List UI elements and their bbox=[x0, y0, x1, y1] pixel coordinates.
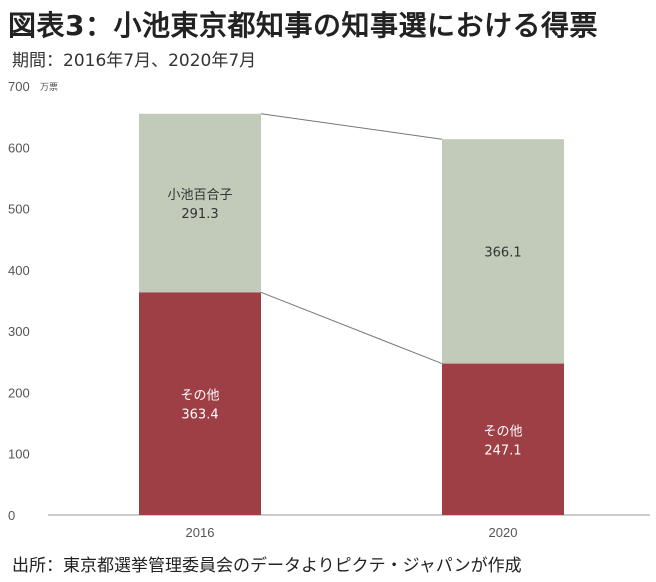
chart-source: 出所：東京都選挙管理委員会のデータよりピクテ・ジャパンが作成 bbox=[12, 556, 522, 576]
x-tick-label: 2020 bbox=[489, 525, 518, 540]
chart-subtitle: 期間：2016年7月、2020年7月 bbox=[12, 51, 257, 71]
y-tick-label: 600 bbox=[8, 140, 30, 155]
data-label: 363.4 bbox=[181, 408, 218, 423]
bar-segment bbox=[442, 139, 564, 364]
segment-name-label: 小池百合子 bbox=[167, 188, 232, 203]
y-tick-label: 300 bbox=[8, 324, 30, 339]
bar-segment bbox=[139, 292, 261, 515]
y-tick-label: 700 bbox=[8, 79, 30, 94]
x-tick-label: 2016 bbox=[186, 525, 215, 540]
data-label: 366.1 bbox=[484, 245, 521, 260]
y-tick-label: 500 bbox=[8, 202, 30, 217]
connector-line-top bbox=[260, 113, 443, 140]
y-unit-label: 万票 bbox=[40, 82, 58, 93]
data-label: 247.1 bbox=[484, 443, 521, 458]
y-tick-label: 100 bbox=[8, 447, 30, 462]
y-tick-label: 0 bbox=[8, 508, 15, 523]
data-label: 291.3 bbox=[181, 207, 218, 222]
bar-segment bbox=[139, 113, 261, 293]
chart-title: 図表3：小池東京都知事の知事選における得票 bbox=[8, 9, 598, 42]
segment-name-label: その他 bbox=[180, 389, 219, 404]
bar-segment bbox=[442, 363, 564, 515]
y-tick-label: 200 bbox=[8, 385, 30, 400]
segment-name-label: その他 bbox=[483, 424, 522, 439]
y-tick-label: 400 bbox=[8, 263, 30, 278]
connector-line-mid bbox=[260, 291, 443, 365]
